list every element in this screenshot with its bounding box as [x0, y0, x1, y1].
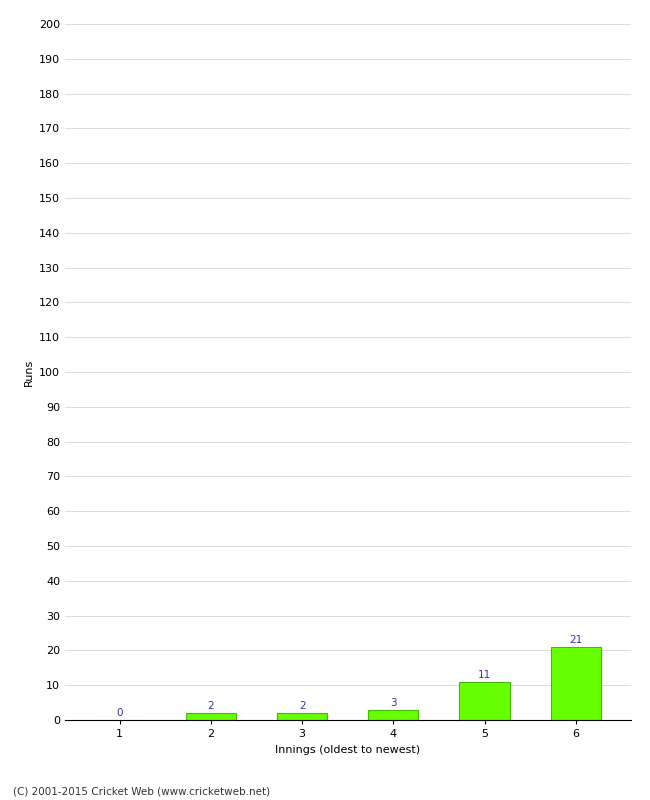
Bar: [186, 713, 236, 720]
Text: 3: 3: [390, 698, 396, 708]
Text: 0: 0: [116, 708, 123, 718]
Text: 2: 2: [299, 702, 305, 711]
Y-axis label: Runs: Runs: [23, 358, 33, 386]
Bar: [460, 682, 510, 720]
Text: 11: 11: [478, 670, 491, 680]
Text: (C) 2001-2015 Cricket Web (www.cricketweb.net): (C) 2001-2015 Cricket Web (www.cricketwe…: [13, 786, 270, 796]
Text: 2: 2: [207, 702, 214, 711]
Text: 21: 21: [569, 635, 582, 645]
Bar: [277, 713, 327, 720]
Bar: [551, 647, 601, 720]
Bar: [369, 710, 419, 720]
X-axis label: Innings (oldest to newest): Innings (oldest to newest): [275, 745, 421, 754]
